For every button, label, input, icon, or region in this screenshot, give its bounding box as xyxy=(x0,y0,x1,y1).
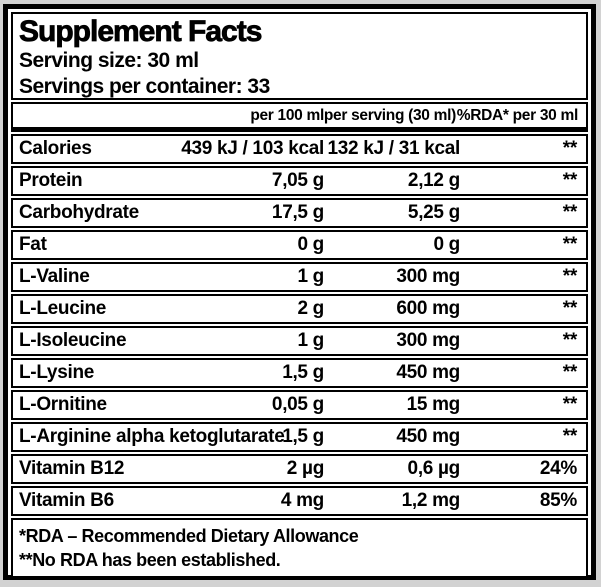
label-header: Supplement Facts Serving size: 30 ml Ser… xyxy=(11,12,588,100)
nutrient-name: Carbohydrate xyxy=(19,202,139,223)
column-header-row: per 100 ml per serving (30 ml) %RDA* per… xyxy=(11,102,588,132)
per-100ml-value: 2 g xyxy=(297,298,324,319)
column-per-serving: per serving (30 ml) xyxy=(323,107,456,124)
rda-value: ** xyxy=(562,202,578,223)
per-serving-value: 15 mg xyxy=(406,394,461,415)
table-row: Carbohydrate 17,5 g 5,25 g ** xyxy=(11,198,588,228)
per-100ml-value: 1 g xyxy=(297,266,324,287)
per-100ml-value: 7,05 g xyxy=(271,170,324,191)
nutrient-rows: Calories 439 kJ / 103 kcal 132 kJ / 31 k… xyxy=(11,134,588,516)
table-row: L-Ornitine 0,05 g 15 mg ** xyxy=(11,390,588,420)
per-serving-value: 300 mg xyxy=(396,266,460,287)
per-100ml-value: 4 mg xyxy=(280,490,324,511)
per-serving-value: 1,2 mg xyxy=(401,490,461,511)
table-row: Vitamin B6 4 mg 1,2 mg 85% xyxy=(11,486,588,516)
per-serving-value: 300 mg xyxy=(396,330,460,351)
per-100ml-value: 1,5 g xyxy=(282,426,324,447)
rda-value: ** xyxy=(562,170,578,191)
table-row: Protein 7,05 g 2,12 g ** xyxy=(11,166,588,196)
per-100ml-value: 0,05 g xyxy=(271,394,324,415)
column-rda-per-30ml: %RDA* per 30 ml xyxy=(456,107,579,124)
nutrient-name: Protein xyxy=(19,170,83,191)
nutrient-name: Vitamin B6 xyxy=(19,490,114,511)
per-100ml-value: 0 g xyxy=(297,234,324,255)
nutrient-name: Fat xyxy=(19,234,47,255)
table-row: L-Lysine 1,5 g 450 mg ** xyxy=(11,358,588,388)
nutrient-name: L-Leucine xyxy=(19,298,107,319)
per-serving-value: 132 kJ / 31 kcal xyxy=(327,138,460,159)
nutrient-name: L-Valine xyxy=(19,266,90,287)
nutrient-name: L-Lysine xyxy=(19,362,95,383)
per-serving-value: 0 g xyxy=(433,234,460,255)
table-row: L-Arginine alpha ketoglutarate 1,5 g 450… xyxy=(11,422,588,452)
nutrient-name: L-Arginine alpha ketoglutarate xyxy=(19,426,285,447)
table-row: L-Valine 1 g 300 mg ** xyxy=(11,262,588,292)
supplement-facts-label: Supplement Facts Serving size: 30 ml Ser… xyxy=(3,4,596,580)
rda-value: ** xyxy=(562,234,578,255)
footnote-no-rda: **No RDA has been established. xyxy=(19,550,281,570)
table-row: Vitamin B12 2 µg 0,6 µg 24% xyxy=(11,454,588,484)
rda-value: 85% xyxy=(539,490,577,511)
footnote-rda: *RDA – Recommended Dietary Allowance xyxy=(19,526,359,546)
rda-value: ** xyxy=(562,138,578,159)
per-serving-value: 450 mg xyxy=(396,426,460,447)
per-100ml-value: 1 g xyxy=(297,330,324,351)
servings-per-container: Servings per container: 33 xyxy=(19,75,270,98)
rda-value: ** xyxy=(562,298,578,319)
rda-value: ** xyxy=(562,330,578,351)
table-row: Fat 0 g 0 g ** xyxy=(11,230,588,260)
nutrient-name: Vitamin B12 xyxy=(19,458,125,479)
rda-value: 24% xyxy=(539,458,577,479)
rda-value: ** xyxy=(562,266,578,287)
table-row: Calories 439 kJ / 103 kcal 132 kJ / 31 k… xyxy=(11,134,588,164)
column-per-100ml: per 100 ml xyxy=(250,107,324,124)
label-footnotes: *RDA – Recommended Dietary Allowance **N… xyxy=(11,518,588,578)
rda-value: ** xyxy=(562,362,578,383)
per-serving-value: 5,25 g xyxy=(407,202,460,223)
serving-size: Serving size: 30 ml xyxy=(19,49,199,72)
table-row: L-Isoleucine 1 g 300 mg ** xyxy=(11,326,588,356)
per-100ml-value: 1,5 g xyxy=(282,362,324,383)
per-100ml-value: 17,5 g xyxy=(271,202,324,223)
rda-value: ** xyxy=(562,426,578,447)
per-serving-value: 600 mg xyxy=(396,298,460,319)
rda-value: ** xyxy=(562,394,578,415)
nutrient-name: L-Ornitine xyxy=(19,394,107,415)
per-serving-value: 0,6 µg xyxy=(407,458,461,479)
per-serving-value: 450 mg xyxy=(396,362,460,383)
table-row: L-Leucine 2 g 600 mg ** xyxy=(11,294,588,324)
nutrient-name: Calories xyxy=(19,138,92,159)
per-100ml-value: 2 µg xyxy=(286,458,325,479)
per-serving-value: 2,12 g xyxy=(407,170,460,191)
label-title: Supplement Facts xyxy=(19,15,263,49)
nutrient-name: L-Isoleucine xyxy=(19,330,127,351)
per-100ml-value: 439 kJ / 103 kcal xyxy=(181,138,324,159)
